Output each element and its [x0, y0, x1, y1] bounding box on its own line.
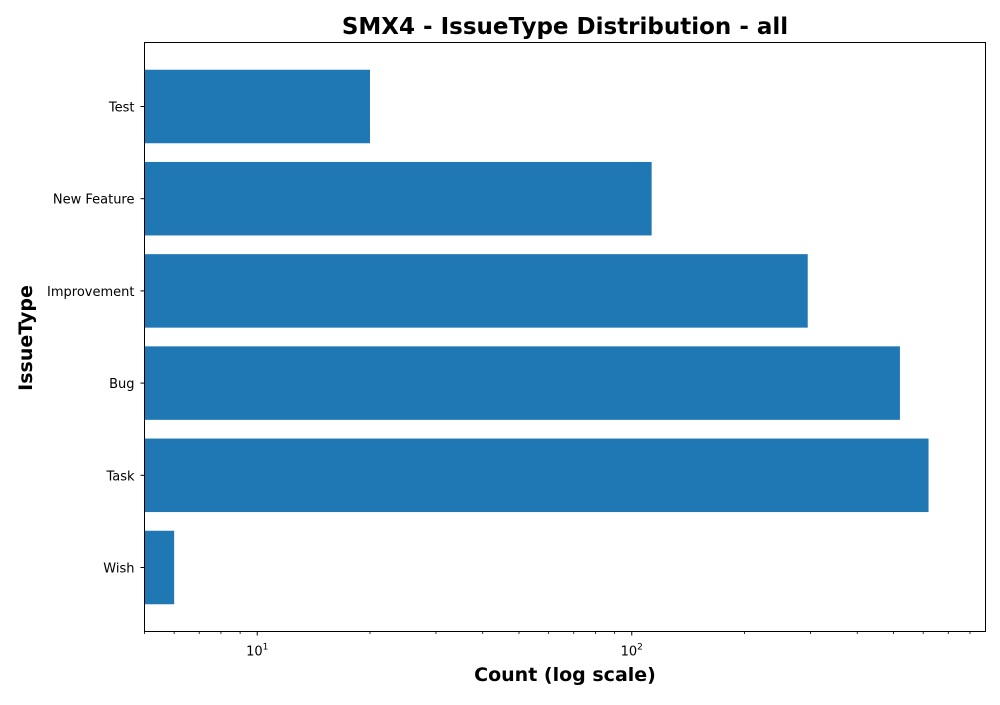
x-tick-label-100: 102: [621, 643, 643, 660]
bar-task: [144, 438, 929, 513]
bar-improvement: [144, 254, 808, 328]
bars-group: [144, 69, 929, 605]
bar-bug: [144, 346, 900, 420]
y-tick-label-improvement: Improvement: [47, 285, 134, 300]
x-axis-ticks: 101 102: [144, 631, 971, 660]
y-tick-label-bug: Bug: [109, 377, 134, 392]
x-tick-label-10: 101: [246, 643, 268, 660]
bar-test: [144, 69, 370, 144]
bar-wish: [144, 530, 175, 605]
chart-title: SMX4 - IssueType Distribution - all: [342, 14, 788, 40]
plot-frame: [144, 42, 986, 632]
x-axis-label: Count (log scale): [474, 664, 656, 686]
y-tick-label-test: Test: [108, 101, 135, 116]
y-tick-label-new-feature: New Feature: [53, 193, 135, 208]
y-tick-label-task: Task: [105, 469, 135, 484]
y-axis-label: IssueType: [15, 285, 37, 391]
bar-new-feature: [144, 161, 652, 236]
y-axis-ticks: Wish Task Bug Improvement New Feature Test: [47, 101, 145, 577]
y-tick-label-wish: Wish: [103, 562, 134, 577]
